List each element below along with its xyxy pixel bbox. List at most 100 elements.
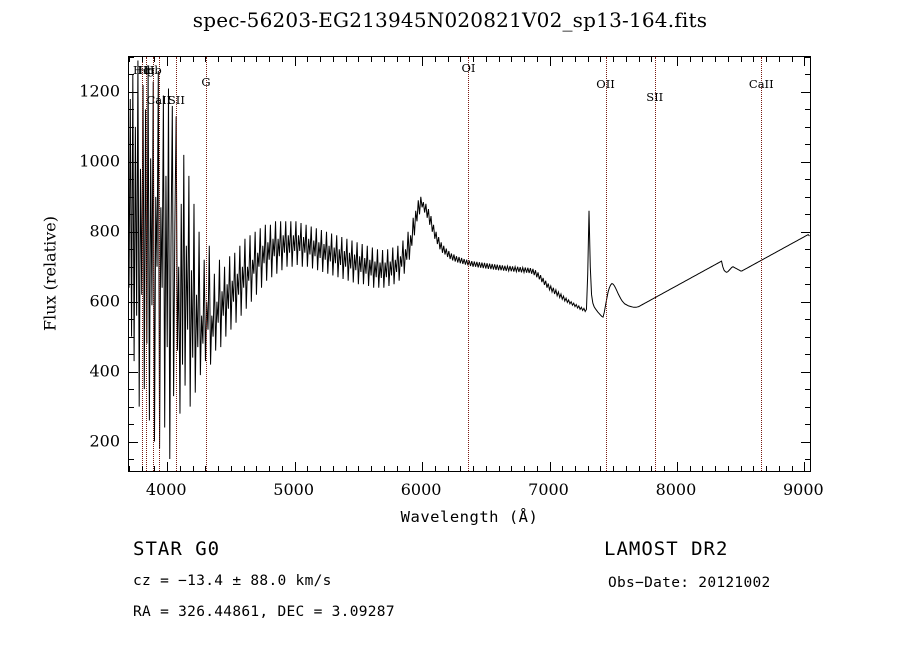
x-tick-7500 [613, 466, 615, 471]
y-tick-500 [129, 336, 134, 338]
y-tick-right-600 [801, 301, 810, 303]
x-tick-6600 [498, 466, 500, 471]
x-tick-4400 [218, 466, 220, 471]
x-tick-8900 [791, 466, 793, 471]
x-tick-top-6000 [422, 57, 424, 66]
y-tick-1100 [129, 126, 134, 128]
x-tick-top-9000 [804, 57, 806, 66]
x-tick-7300 [587, 466, 589, 471]
line-guide-hg-1 [146, 57, 148, 471]
line-guide-caii-9 [761, 57, 763, 471]
x-tick-top-7900 [664, 57, 666, 62]
x-tick-top-5200 [320, 57, 322, 62]
x-tick-top-4600 [243, 57, 245, 62]
x-tick-6500 [485, 466, 487, 471]
y-tick-750 [129, 249, 134, 251]
x-tick-top-3700 [129, 57, 130, 62]
footer-survey: LAMOST DR2 [604, 538, 729, 560]
y-tick-label-200: 200 [89, 431, 120, 451]
y-tick-1000 [129, 161, 138, 163]
page-title: spec-56203-EG213945N020821V02_sp13-164.f… [192, 8, 708, 32]
y-tick-850 [129, 214, 134, 216]
x-tick-5900 [409, 466, 411, 471]
x-tick-8500 [740, 466, 742, 471]
x-tick-top-5300 [332, 57, 334, 62]
y-axis-title: Flux (relative) [40, 216, 60, 331]
x-tick-label-8000: 8000 [655, 480, 697, 499]
x-tick-5500 [358, 466, 360, 471]
x-tick-8800 [778, 466, 780, 471]
x-tick-top-7800 [651, 57, 653, 62]
y-tick-right-200 [801, 441, 810, 443]
y-tick-right-1100 [805, 126, 810, 128]
y-tick-right-550 [805, 319, 810, 321]
line-guide-caii-3 [158, 57, 160, 471]
x-tick-label-9000: 9000 [782, 480, 824, 499]
footer-coordinates: RA = 326.44861, DEC = 3.09287 [133, 604, 395, 620]
x-tick-6300 [460, 466, 462, 471]
y-tick-200 [129, 441, 138, 443]
y-tick-right-850 [805, 214, 810, 216]
x-tick-top-4100 [179, 57, 181, 62]
x-tick-8000 [676, 462, 678, 471]
line-label-hb-2: Hb [144, 63, 162, 77]
x-tick-8100 [689, 466, 691, 471]
y-tick-label-600: 600 [89, 291, 120, 311]
x-tick-6700 [511, 466, 513, 471]
x-tick-top-4300 [205, 57, 207, 62]
x-tick-7900 [664, 466, 666, 471]
line-label-sii-8: SII [646, 90, 664, 104]
x-tick-top-5400 [345, 57, 347, 62]
y-tick-right-350 [805, 389, 810, 391]
x-tick-8700 [766, 466, 768, 471]
x-tick-9000 [804, 462, 806, 471]
x-tick-top-8600 [753, 57, 755, 62]
x-tick-top-8200 [702, 57, 704, 62]
x-tick-4300 [205, 466, 207, 471]
y-tick-right-1050 [805, 144, 810, 146]
y-tick-right-300 [805, 406, 810, 408]
x-tick-top-8400 [727, 57, 729, 62]
y-tick-label-800: 800 [89, 221, 120, 241]
plot-clip: Hd Hg Hb CaII SII G OI OII SII CaII [129, 57, 810, 471]
x-tick-5300 [332, 466, 334, 471]
x-tick-label-6000: 6000 [400, 480, 442, 499]
x-tick-7700 [638, 466, 640, 471]
x-tick-8200 [702, 466, 704, 471]
line-label-caii-3: CaII [146, 93, 172, 107]
line-label-oi-6: OI [461, 61, 476, 75]
y-tick-450 [129, 354, 134, 356]
line-guide-hb-2 [153, 57, 155, 471]
x-tick-top-7100 [562, 57, 564, 62]
x-tick-4100 [179, 466, 181, 471]
x-tick-3900 [154, 466, 156, 471]
x-tick-7600 [625, 466, 627, 471]
x-tick-top-8800 [778, 57, 780, 62]
x-tick-top-8500 [740, 57, 742, 62]
x-tick-top-5700 [383, 57, 385, 62]
y-tick-right-1300 [805, 57, 810, 58]
x-tick-4000 [167, 462, 169, 471]
x-tick-7100 [562, 466, 564, 471]
x-tick-top-7400 [600, 57, 602, 62]
x-tick-top-5500 [358, 57, 360, 62]
x-tick-top-6400 [473, 57, 475, 62]
y-tick-1300 [129, 57, 134, 58]
line-label-hd-0: Hd [133, 63, 151, 77]
x-tick-6800 [524, 466, 526, 471]
y-tick-right-1150 [805, 109, 810, 111]
line-label-oii-7: OII [596, 77, 615, 91]
x-tick-top-5000 [294, 57, 296, 66]
x-tick-top-7300 [587, 57, 589, 62]
y-tick-950 [129, 179, 134, 181]
y-tick-right-1000 [801, 161, 810, 163]
x-tick-top-8000 [676, 57, 678, 66]
x-tick-top-5900 [409, 57, 411, 62]
x-tick-6100 [434, 466, 436, 471]
x-tick-5000 [294, 462, 296, 471]
y-tick-right-150 [805, 459, 810, 461]
x-tick-top-7200 [574, 57, 576, 62]
y-tick-right-400 [801, 371, 810, 373]
y-tick-600 [129, 301, 138, 303]
